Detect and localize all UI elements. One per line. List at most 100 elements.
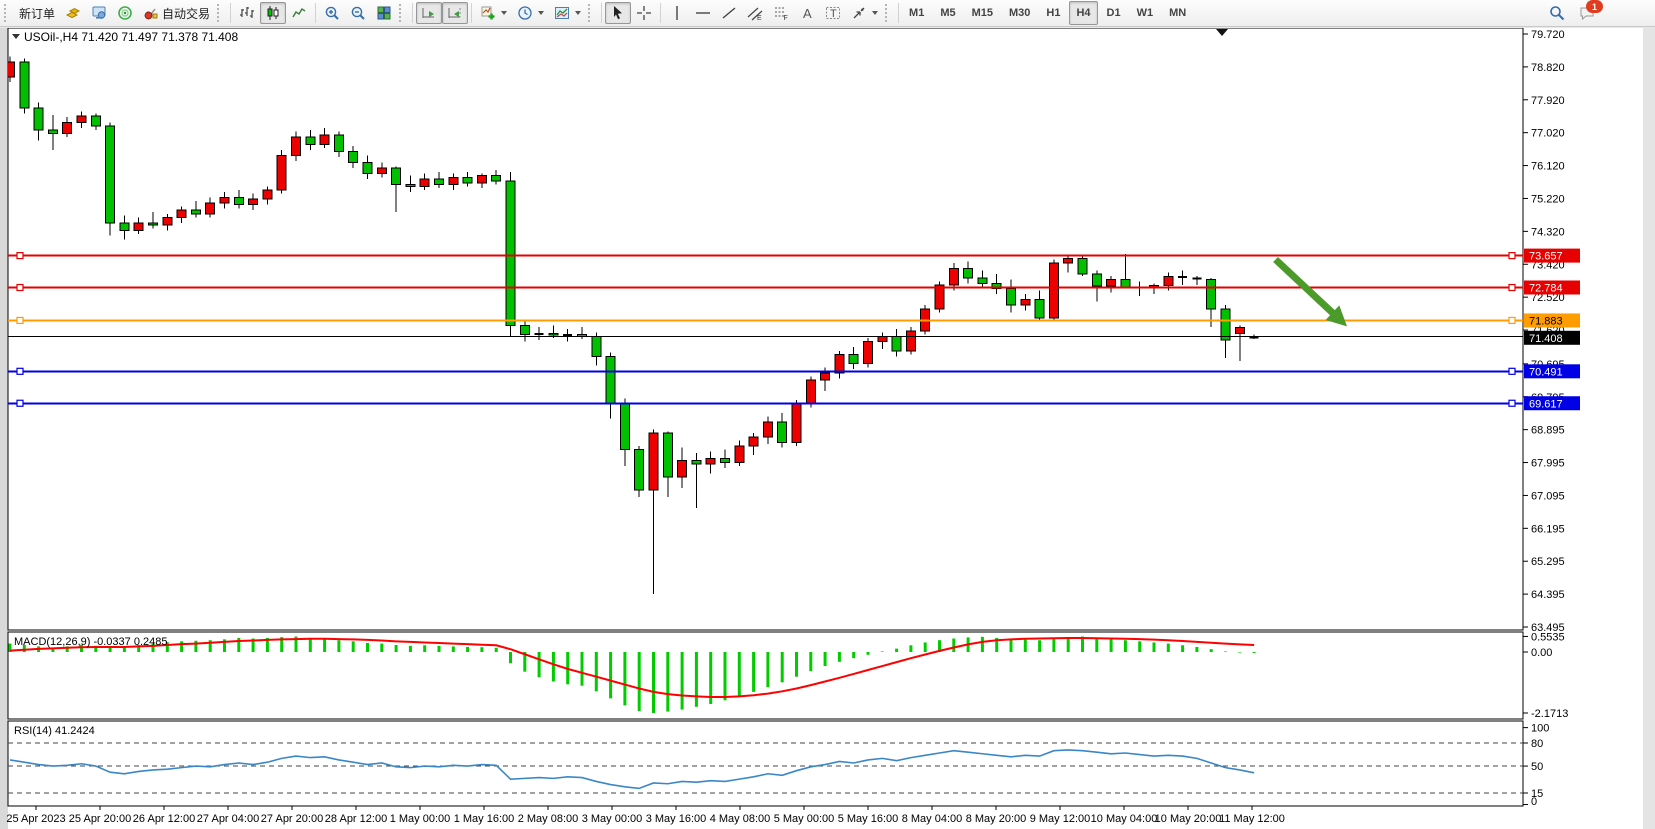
title-collapse-icon[interactable]: [12, 34, 20, 39]
time-tick-label: 28 Apr 12:00: [325, 813, 387, 825]
time-tick-label: 1 May 16:00: [454, 813, 515, 825]
horizontal-line-object[interactable]: [8, 283, 1523, 292]
timeframe-button-W1[interactable]: W1: [1136, 7, 1154, 19]
zoom-in-button[interactable]: [319, 2, 345, 24]
candle: [563, 328, 573, 342]
auto-scroll-icon: [422, 8, 435, 18]
time-tick-label: 9 May 12:00: [1030, 813, 1091, 825]
timeframe-button-M30[interactable]: M30: [1009, 7, 1031, 19]
new-order-button[interactable]: 新订单: [14, 2, 60, 24]
horizontal-line-object[interactable]: [8, 367, 1523, 375]
timeframe-button-D1[interactable]: D1: [1106, 7, 1121, 19]
price-tick-label: 67.095: [1531, 490, 1565, 502]
time-tick-label: 26 Apr 12:00: [133, 813, 195, 825]
horizontal-line-tool-button[interactable]: [690, 2, 716, 24]
candlestick-mode-button[interactable]: [260, 2, 287, 24]
horizontal-line-object[interactable]: [8, 251, 1523, 260]
current-price-badge: 71.408: [1524, 330, 1580, 345]
price-tick-label: 79.720: [1531, 29, 1565, 41]
candle: [777, 413, 788, 448]
candle: [248, 193, 259, 211]
time-tick-label: 8 May 20:00: [966, 813, 1027, 825]
add-indicator-button[interactable]: [475, 2, 512, 24]
cursor-icon: [614, 6, 623, 20]
search-icon[interactable]: [1549, 5, 1565, 21]
rsi-tick-label: 100: [1531, 723, 1549, 735]
svg-text:70.491: 70.491: [1529, 366, 1563, 378]
chart-shift-button[interactable]: [442, 2, 469, 24]
navigator-button[interactable]: [86, 2, 112, 24]
timeframe-button-H4[interactable]: H4: [1069, 1, 1098, 25]
clock-icon: [518, 6, 532, 20]
candle: [948, 263, 959, 291]
indicators-layer: [8, 636, 1523, 794]
arrows-icon: [853, 7, 865, 19]
time-tick-label: 2 May 08:00: [518, 813, 579, 825]
market-watch-button[interactable]: [60, 2, 86, 24]
periods-button[interactable]: [512, 2, 549, 24]
candle: [1206, 277, 1217, 328]
toolbar-grip[interactable]: [588, 4, 594, 22]
cursor-tool-button[interactable]: [605, 2, 632, 24]
timeframe-button-M5[interactable]: M5: [940, 7, 956, 19]
toolbar-grip[interactable]: [885, 4, 891, 22]
macd-tick-label: 0.00: [1531, 647, 1552, 659]
arrows-tool-button[interactable]: [846, 2, 883, 24]
candle: [205, 197, 216, 218]
template-button[interactable]: [549, 2, 586, 24]
trendline-tool-button[interactable]: [716, 2, 742, 24]
bar-chart-mode-button[interactable]: [234, 2, 260, 24]
time-tick-label: 27 Apr 04:00: [197, 813, 259, 825]
crosshair-tool-button[interactable]: [631, 2, 657, 24]
auto-scroll-button[interactable]: [416, 2, 443, 24]
toolbar-grip[interactable]: [217, 4, 223, 22]
line-chart-icon: [292, 7, 306, 18]
line-chart-mode-button[interactable]: [286, 2, 312, 24]
text-tool-button[interactable]: A: [794, 2, 820, 24]
candle: [834, 350, 845, 379]
time-tick-label: 1 May 00:00: [390, 813, 451, 825]
price-tick-label: 78.820: [1531, 62, 1565, 74]
timeframe-button-MN[interactable]: MN: [1169, 7, 1187, 19]
candle: [47, 115, 58, 150]
notifications-button[interactable]: 1: [1579, 0, 1603, 21]
horizontal-line-object[interactable]: [8, 399, 1523, 407]
vertical-line-tool-button[interactable]: [664, 2, 690, 24]
candle: [491, 169, 502, 185]
channel-tool-button[interactable]: E: [742, 2, 768, 24]
candle: [1006, 279, 1016, 313]
candle: [448, 173, 459, 191]
signals-button[interactable]: [112, 2, 138, 24]
timeframe-button-H1[interactable]: H1: [1046, 7, 1061, 19]
candle: [863, 338, 873, 368]
price-tick-label: 64.395: [1531, 589, 1565, 601]
chart-title: USOil-,H4 71.420 71.497 71.378 71.408: [24, 30, 238, 44]
fibonacci-tool-button[interactable]: F: [768, 2, 794, 24]
toolbar-grip[interactable]: [4, 4, 10, 22]
toolbar-grip[interactable]: [399, 4, 405, 22]
candle: [462, 171, 473, 187]
zoom-out-button[interactable]: [345, 2, 371, 24]
candle: [1220, 305, 1231, 359]
label-letter: T: [830, 8, 837, 20]
horizontal-line-object[interactable]: [8, 316, 1523, 325]
candle: [848, 347, 859, 370]
price-tick-label: 66.195: [1531, 523, 1565, 535]
timeframe-button-M15[interactable]: M15: [971, 7, 993, 19]
chart-template-icon: [555, 7, 570, 19]
autotrading-button[interactable]: 自动交易: [138, 2, 215, 24]
horizontal-line-icon: [696, 12, 711, 14]
toolbar-right-icons: 1: [1549, 0, 1653, 21]
arrow-object[interactable]: [1273, 256, 1348, 327]
chart-shift-marker[interactable]: [1216, 29, 1228, 36]
svg-text:71.883: 71.883: [1529, 315, 1563, 327]
text-label-tool-button[interactable]: T: [820, 2, 846, 24]
candle: [1063, 255, 1074, 273]
candle: [233, 190, 244, 209]
candle: [62, 116, 73, 138]
timeframe-button-M1[interactable]: M1: [909, 7, 925, 19]
chart-canvas[interactable]: 79.720 78.820 77.920 77.020 76.120 75.220 74.3…: [0, 28, 1655, 829]
tile-windows-button[interactable]: [371, 2, 397, 24]
candle: [476, 173, 487, 189]
price-tick-label: 76.120: [1531, 161, 1565, 173]
